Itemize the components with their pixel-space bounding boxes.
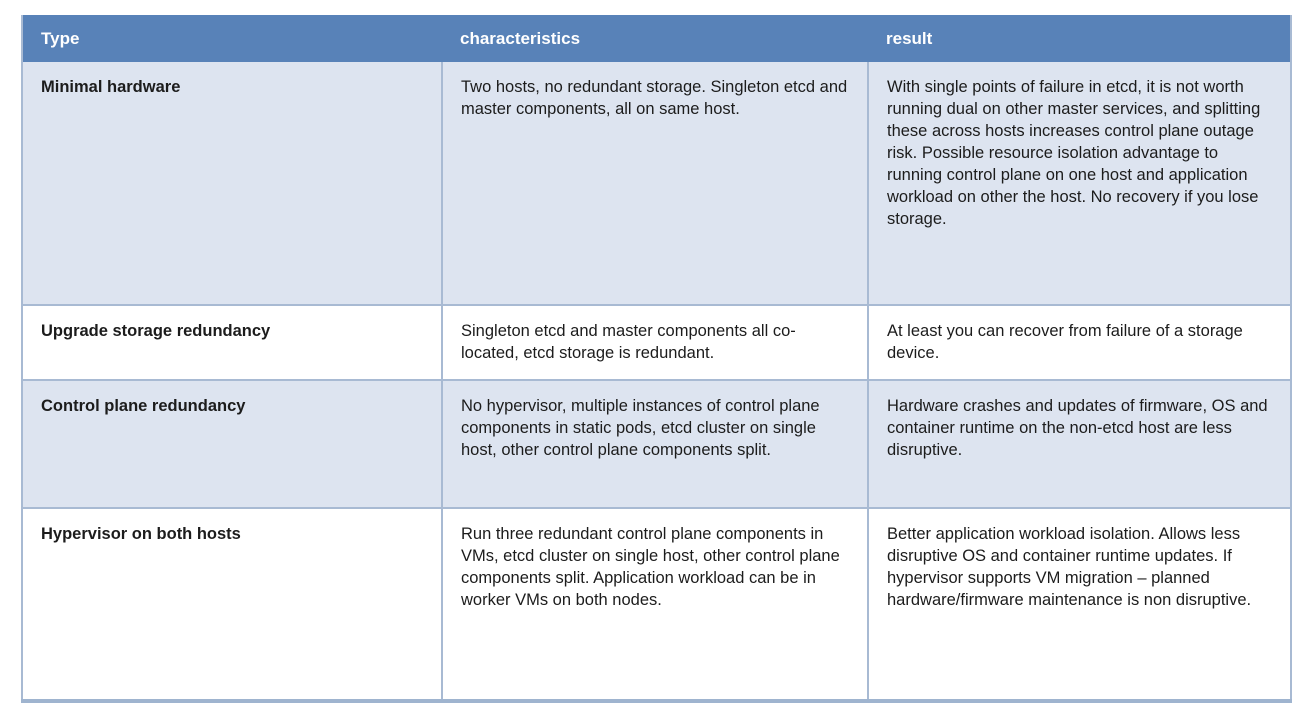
cell-type: Hypervisor on both hosts xyxy=(21,507,443,702)
column-header-result: result xyxy=(868,15,1291,62)
column-header-type: Type xyxy=(22,15,442,62)
cell-result: At least you can recover from failure of… xyxy=(867,304,1292,381)
cell-result: Hardware crashes and updates of firmware… xyxy=(867,379,1292,509)
table-row-hypervisor-on-both-hosts: Hypervisor on both hosts Run three redun… xyxy=(21,507,1292,702)
cell-type: Upgrade storage redundancy xyxy=(21,304,443,381)
column-header-characteristics: characteristics xyxy=(442,15,868,62)
cell-result: With single points of failure in etcd, i… xyxy=(867,62,1292,306)
cell-result: Better application workload isolation. A… xyxy=(867,507,1292,702)
table-row-minimal-hardware: Minimal hardware Two hosts, no redundant… xyxy=(21,62,1292,306)
table-header-row: Type characteristics result xyxy=(22,15,1291,62)
cell-type: Control plane redundancy xyxy=(21,379,443,509)
ha-topology-comparison-table: Type characteristics result Minimal hard… xyxy=(21,15,1292,703)
table-row-control-plane-redundancy: Control plane redundancy No hypervisor, … xyxy=(21,379,1292,509)
cell-characteristics: Singleton etcd and master components all… xyxy=(441,304,869,381)
cell-characteristics: No hypervisor, multiple instances of con… xyxy=(441,379,869,509)
table-row-upgrade-storage-redundancy: Upgrade storage redundancy Singleton etc… xyxy=(21,304,1292,381)
cell-characteristics: Two hosts, no redundant storage. Singlet… xyxy=(441,62,869,306)
cell-type: Minimal hardware xyxy=(21,62,443,306)
cell-characteristics: Run three redundant control plane compon… xyxy=(441,507,869,702)
comparison-table: Type characteristics result Minimal hard… xyxy=(21,15,1292,703)
